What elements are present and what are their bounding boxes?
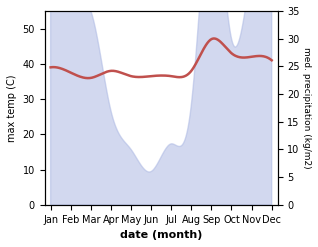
Y-axis label: med. precipitation (kg/m2): med. precipitation (kg/m2) <box>302 47 311 169</box>
Y-axis label: max temp (C): max temp (C) <box>7 74 17 142</box>
X-axis label: date (month): date (month) <box>120 230 202 240</box>
